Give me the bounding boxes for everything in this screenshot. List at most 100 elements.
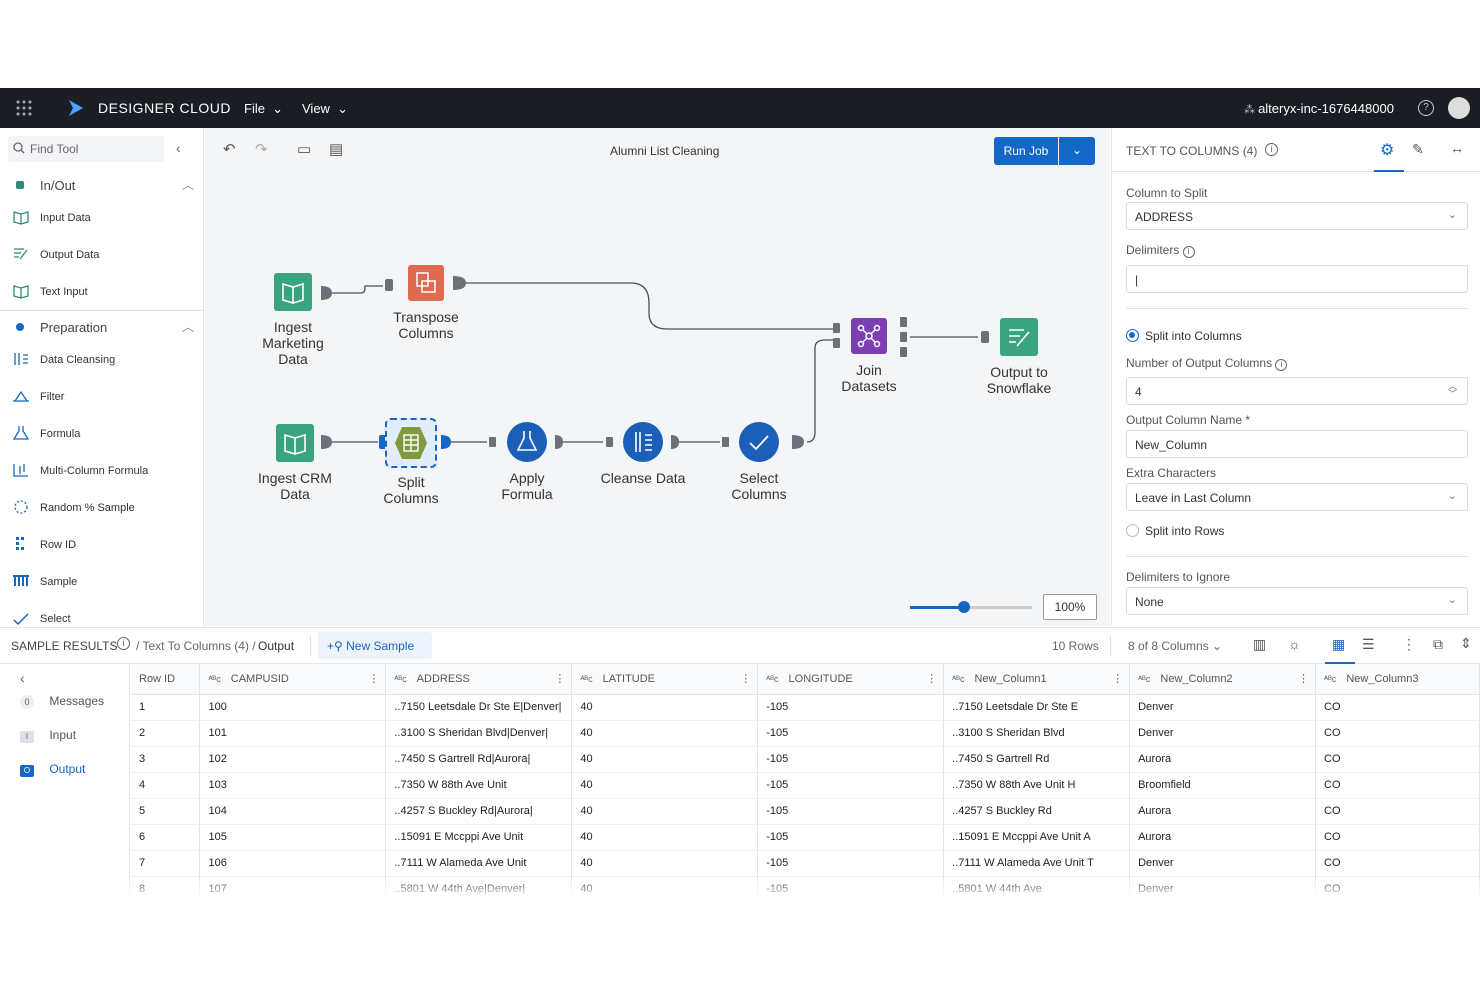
table-row[interactable]: 4 103 ..7350 W 88th Ave Unit 40 -105 ..7350 W… <box>131 772 1480 799</box>
column-menu-icon[interactable]: ⋮ <box>554 673 566 685</box>
table-cell: ..4257 S Buckley Rd <box>943 798 1131 825</box>
collapse-panel-icon[interactable]: ⇕ <box>1460 635 1472 651</box>
column-menu-icon[interactable]: ⋮ <box>740 673 752 685</box>
tool-formula[interactable]: Formula <box>0 419 203 449</box>
breadcrumb-step[interactable]: / Text To Columns (4) / <box>136 639 256 653</box>
info-icon[interactable]: i <box>117 637 130 650</box>
delimiters-input[interactable]: | <box>1126 265 1468 293</box>
column-menu-icon[interactable]: ⋮ <box>1112 673 1124 685</box>
side-item-input[interactable]: I Input <box>20 728 76 743</box>
column-menu-icon[interactable]: ⋮ <box>926 673 938 685</box>
table-cell: 102 <box>199 746 387 773</box>
column-menu-icon[interactable]: ⋮ <box>368 673 380 685</box>
file-menu[interactable]: File ⌄ <box>244 101 284 116</box>
expand-icon[interactable]: ↔ <box>1450 140 1464 156</box>
node-cleanse-data[interactable]: Cleanse Data <box>593 422 693 486</box>
table-cell: -105 <box>757 746 945 773</box>
redo-icon[interactable]: ↷ <box>255 141 268 158</box>
node-transpose-columns[interactable]: Transpose Columns <box>386 265 466 341</box>
tool-filter[interactable]: Filter <box>0 382 203 412</box>
app-window: DESIGNER CLOUD File ⌄ View ⌄ ⁂ alteryx-i… <box>0 88 1480 898</box>
list-view-icon[interactable]: ☰ <box>1362 636 1375 652</box>
org-selector[interactable]: ⁂ alteryx-inc-1676448000 <box>1244 101 1394 116</box>
info-icon[interactable]: i <box>1265 143 1278 156</box>
category-inout[interactable]: In/Out ︿ <box>0 170 203 200</box>
col-header[interactable]: ᴬᴮc New_Column3 <box>1315 664 1480 695</box>
tool-text-input[interactable]: Text Input <box>0 277 203 307</box>
extra-chars-select[interactable]: Leave in Last Column ⌄ <box>1126 483 1468 511</box>
col-header[interactable]: ᴬᴮc LONGITUDE ⋮ <box>757 664 945 695</box>
zoom-slider[interactable] <box>910 601 1032 613</box>
node-select-columns[interactable]: Select Columns <box>719 422 799 502</box>
zoom-slider-handle[interactable] <box>958 601 970 613</box>
side-item-output[interactable]: O Output <box>20 762 85 777</box>
pen-icon[interactable]: ✎ <box>1412 141 1424 157</box>
node-ingest-crm-data[interactable]: Ingest CRM Data <box>249 424 341 502</box>
node-output-to-snowflake[interactable]: Output to Snowflake <box>979 318 1059 396</box>
layout-icon[interactable]: ▤ <box>329 141 344 158</box>
chevron-down-icon: ⌄ <box>1447 490 1457 502</box>
split-rows-label: Split into Rows <box>1145 524 1225 538</box>
col-header[interactable]: Row ID <box>131 664 201 695</box>
num-output-stepper[interactable]: 4 ︿ ﹀ <box>1126 377 1468 405</box>
category-preparation[interactable]: Preparation ︿ <box>0 312 203 342</box>
table-row[interactable]: 5 104 ..4257 S Buckley Rd|Aurora| 40 -105 ..4… <box>131 798 1480 825</box>
tool-data-cleansing[interactable]: Data Cleansing <box>0 345 203 375</box>
collapse-sidebar-icon[interactable]: ‹ <box>176 140 181 156</box>
new-sample-button[interactable]: +⚲ New Sample <box>318 632 432 659</box>
gear-icon[interactable]: ⚙ <box>1380 142 1395 159</box>
tool-sample[interactable]: Sample <box>0 567 203 597</box>
lightbulb-icon[interactable]: ☼ <box>1288 636 1301 652</box>
col-header[interactable]: ᴬᴮc LATITUDE ⋮ <box>571 664 759 695</box>
open-external-icon[interactable]: ⧉ <box>1433 636 1443 652</box>
cleansing-icon <box>14 353 28 365</box>
collapse-side-icon[interactable]: ‹ <box>20 670 25 686</box>
chart-icon[interactable]: ▥ <box>1253 636 1267 652</box>
node-ingest-marketing-data[interactable]: Ingest Marketing Data <box>253 273 333 367</box>
column-count-select[interactable]: 8 of 8 Columns ⌄ <box>1128 639 1223 653</box>
stepper-arrows-icon[interactable]: ︿ ﹀ <box>1447 381 1457 399</box>
table-cell: 6 <box>131 824 201 851</box>
help-icon[interactable]: ? <box>1418 100 1434 116</box>
tool-output-data[interactable]: Output Data <box>0 240 203 270</box>
output-name-input[interactable]: New_Column <box>1126 430 1468 458</box>
table-row[interactable]: 1 100 ..7150 Leetsdale Dr Ste E|Denver| 40-… <box>131 694 1480 721</box>
col-header[interactable]: ᴬᴮc CAMPUSID ⋮ <box>199 664 387 695</box>
run-job-dropdown[interactable]: ⌄ <box>1059 137 1095 165</box>
ignore-select[interactable]: None ⌄ <box>1126 587 1468 615</box>
tool-input-data[interactable]: Input Data <box>0 203 203 233</box>
split-columns-radio[interactable] <box>1126 329 1139 342</box>
column-to-split-select[interactable]: ADDRESS ⌄ <box>1126 202 1468 230</box>
app-grid-icon[interactable] <box>16 100 32 116</box>
split-rows-radio[interactable] <box>1126 524 1139 537</box>
tool-select[interactable]: Select <box>0 604 203 626</box>
undo-icon[interactable]: ↶ <box>223 141 236 158</box>
table-row[interactable]: 6 105 ..15091 E Mccppi Ave Unit 40 -105 ..150… <box>131 824 1480 851</box>
node-join-datasets[interactable]: Join Datasets <box>829 318 909 394</box>
tool-random-sample[interactable]: Random % Sample <box>0 493 203 523</box>
column-menu-icon[interactable]: ⋮ <box>1298 673 1309 685</box>
table-row[interactable]: 2 101 ..3100 S Sheridan Blvd|Denver| 40 -105… <box>131 720 1480 747</box>
workflow-canvas[interactable]: ↶ ↷ ▭ ▤ Alumni List Cleaning Run Job ⌄ <box>205 128 1110 626</box>
comment-icon[interactable]: ▭ <box>297 141 312 158</box>
find-tool-search[interactable]: Find Tool <box>8 136 164 162</box>
side-item-messages[interactable]: 0 Messages <box>20 694 104 709</box>
user-avatar[interactable] <box>1448 97 1470 119</box>
grid-view-icon[interactable]: ▦ <box>1332 636 1346 652</box>
col-header[interactable]: ᴬᴮc New_Column2 ⋮ <box>1129 664 1316 695</box>
node-apply-formula[interactable]: Apply Formula <box>487 422 567 502</box>
tool-row-id[interactable]: Row ID <box>0 530 203 560</box>
tool-multi-column-formula[interactable]: Multi-Column Formula <box>0 456 203 486</box>
breadcrumb-output[interactable]: Output <box>258 639 295 653</box>
run-job-button[interactable]: Run Job <box>994 137 1058 165</box>
node-split-columns[interactable]: Split Columns <box>371 418 451 506</box>
table-cell: ..7111 W Alameda Ave Unit <box>385 850 573 877</box>
cleansing-icon <box>623 422 663 462</box>
table-row[interactable]: 3 102 ..7450 S Gartrell Rd|Aurora| 40 -105..… <box>131 746 1480 773</box>
table-row[interactable]: 7 106 ..7111 W Alameda Ave Unit 40 -105 ..711… <box>131 850 1480 877</box>
view-menu[interactable]: View ⌄ <box>302 101 349 116</box>
col-header[interactable]: ᴬᴮc New_Column1 ⋮ <box>943 664 1131 695</box>
col-header[interactable]: ᴬᴮc ADDRESS ⋮ <box>385 664 573 695</box>
zoom-level[interactable]: 100% <box>1043 594 1097 620</box>
more-options-icon[interactable]: ⋮ <box>1402 636 1416 652</box>
